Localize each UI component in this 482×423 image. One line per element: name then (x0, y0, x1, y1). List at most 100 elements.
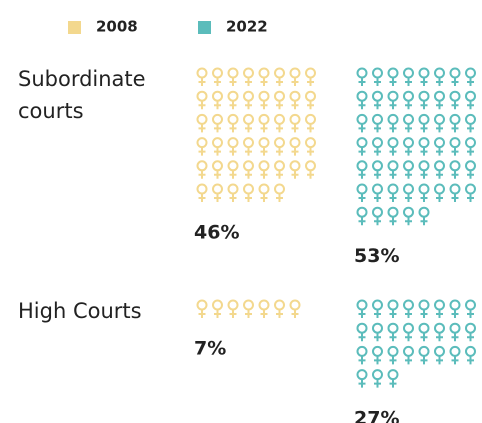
icon-head (243, 160, 254, 172)
icon-head (434, 345, 445, 357)
icon-head (434, 67, 445, 79)
icon-head (465, 322, 476, 334)
legend-label: 2008 (96, 18, 138, 36)
icon-head (196, 299, 208, 311)
icon-body (198, 309, 206, 318)
icon-head (289, 90, 301, 102)
icon-body (389, 100, 397, 110)
icon-head (258, 299, 270, 311)
icon-head (356, 67, 368, 79)
icon-head (465, 67, 476, 79)
icon-head (356, 137, 368, 149)
icon-head (387, 299, 399, 311)
icon-head (289, 113, 301, 125)
icon-body (307, 147, 314, 156)
icon-head (449, 160, 461, 172)
value-label: 27% (354, 407, 399, 423)
icon-body (389, 332, 397, 342)
icon-body (451, 355, 459, 365)
icon-head (196, 137, 208, 149)
icon-head (227, 90, 239, 102)
icon-body (245, 309, 252, 318)
icon-body (245, 193, 252, 202)
icon-head (418, 90, 430, 102)
icon-head (212, 299, 223, 311)
icon-head (418, 113, 430, 125)
icon-head (227, 160, 239, 172)
icon-group (356, 299, 476, 388)
icon-body (229, 123, 237, 133)
icon-body (374, 170, 381, 179)
icon-body (358, 309, 366, 318)
icon-body (276, 123, 283, 133)
icon-head (274, 160, 285, 172)
icon-body (229, 170, 237, 179)
icon-head (356, 90, 368, 102)
icon-body (405, 170, 412, 179)
icon-head (274, 299, 285, 311)
icon-body (214, 77, 221, 86)
icon-body (389, 193, 397, 202)
icon-group (196, 299, 301, 318)
icon-body (389, 309, 397, 318)
icon-head (372, 299, 383, 311)
icon-body (467, 355, 474, 365)
value-label: 53% (354, 245, 399, 267)
icon-head (372, 183, 383, 195)
icon-body (420, 147, 428, 156)
icon-head (403, 137, 414, 149)
icon-body (436, 77, 443, 86)
icon-body (451, 332, 459, 342)
icon-head (434, 322, 445, 334)
icon-body (245, 147, 252, 156)
icon-head (403, 113, 414, 125)
icon-body (436, 193, 443, 202)
icon-body (420, 309, 428, 318)
icon-head (418, 206, 430, 218)
icon-body (358, 332, 366, 342)
icon-body (358, 193, 366, 202)
icon-head (243, 113, 254, 125)
icon-head (372, 206, 383, 218)
icon-head (465, 299, 476, 311)
icon-head (387, 369, 399, 381)
icon-head (274, 137, 285, 149)
icon-body (291, 147, 299, 156)
icon-head (372, 113, 383, 125)
icon-body (291, 309, 299, 318)
icon-head (258, 90, 270, 102)
icon-body (358, 379, 366, 388)
icon-head (403, 299, 414, 311)
icon-body (214, 147, 221, 156)
icon-head (465, 137, 476, 149)
icon-head (449, 113, 461, 125)
icon-body (260, 309, 268, 318)
icon-body (405, 193, 412, 202)
icon-body (467, 170, 474, 179)
icon-body (245, 77, 252, 86)
category-label: High Courts (18, 299, 142, 323)
icon-head (418, 67, 430, 79)
icon-body (405, 332, 412, 342)
icon-head (212, 113, 223, 125)
icon-body (291, 100, 299, 110)
icon-head (418, 345, 430, 357)
icon-body (436, 309, 443, 318)
icon-body (467, 309, 474, 318)
icon-head (449, 67, 461, 79)
icon-head (434, 299, 445, 311)
icon-body (291, 170, 299, 179)
icon-head (258, 137, 270, 149)
icon-head (289, 67, 301, 79)
icon-body (358, 147, 366, 156)
icon-body (214, 100, 221, 110)
icon-body (405, 77, 412, 86)
icon-head (449, 299, 461, 311)
icon-head (196, 183, 208, 195)
icon-head (418, 299, 430, 311)
icon-head (305, 160, 316, 172)
icon-body (389, 216, 397, 226)
icon-body (276, 147, 283, 156)
icon-body (260, 123, 268, 133)
icon-body (229, 147, 237, 156)
